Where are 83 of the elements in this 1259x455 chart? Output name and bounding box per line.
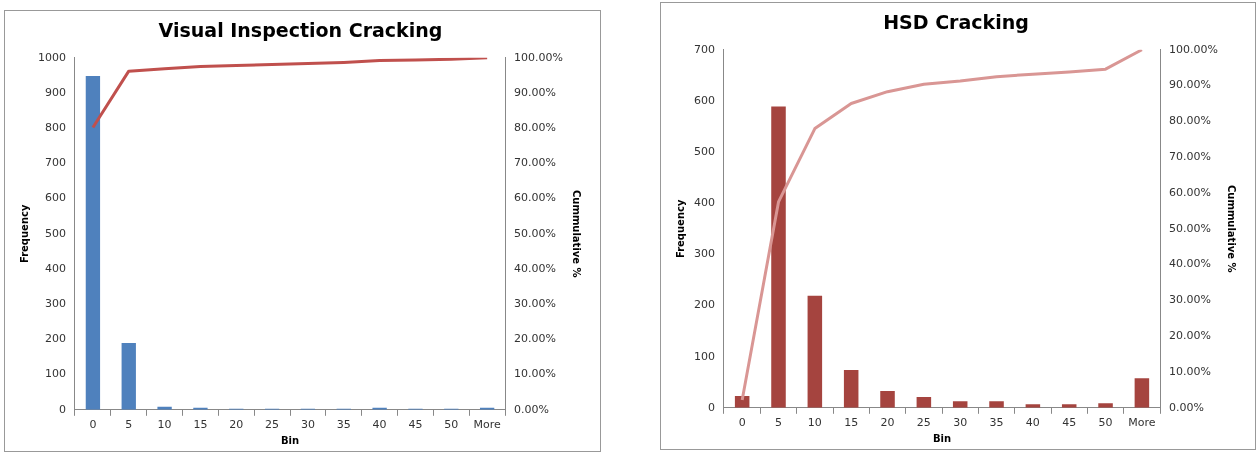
chart-title: HSD Cracking <box>883 11 1029 34</box>
x-tick-label: 30 <box>953 416 968 430</box>
x-axis-title: Bin <box>932 432 952 444</box>
y2-tick-label: 50.00% <box>1169 221 1212 235</box>
x-tick-label: 45 <box>1062 416 1077 430</box>
y-tick-label: 1000 <box>37 50 66 64</box>
bar <box>989 401 1004 408</box>
x-tick-label: 10 <box>157 418 172 432</box>
bar <box>85 76 101 410</box>
y-tick-label: 400 <box>44 261 66 275</box>
y2-tick-label: 80.00% <box>514 121 557 135</box>
x-tick-label: 10 <box>807 416 822 430</box>
bar <box>1134 378 1150 408</box>
y2-tick-label: 20.00% <box>514 332 557 346</box>
x-tick-label: More <box>1128 416 1156 430</box>
x-tick-label: 0 <box>738 416 746 430</box>
y2-tick-label: 70.00% <box>1169 150 1212 164</box>
y2-tick-label: 0.00% <box>1169 400 1205 414</box>
y2-tick-label: 90.00% <box>1169 78 1212 92</box>
y2-tick-label: 60.00% <box>514 191 557 205</box>
y2-tick-label: 10.00% <box>514 367 557 381</box>
y2-tick-label: 50.00% <box>514 226 557 240</box>
y-tick-label: 700 <box>44 156 66 170</box>
y-tick-label: 600 <box>694 93 715 107</box>
x-tick-label: 5 <box>775 416 782 430</box>
y2-tick-label: 90.00% <box>514 85 557 99</box>
bar <box>1098 403 1113 408</box>
y-axis-title: Frequency <box>18 204 30 264</box>
bar <box>121 342 136 410</box>
x-tick-label: 5 <box>125 418 133 432</box>
y2-tick-label: 30.00% <box>514 297 557 311</box>
y-tick-label: 300 <box>694 247 715 261</box>
y2-axis-title: Cummulative % <box>571 190 583 278</box>
y-axis-title: Frequency <box>674 199 686 259</box>
y-tick-label: 500 <box>694 144 715 158</box>
x-tick-label: 0 <box>89 418 97 432</box>
y2-tick-label: 80.00% <box>1169 114 1212 128</box>
x-tick-label: More <box>473 418 501 432</box>
y2-tick-label: 60.00% <box>1169 185 1212 199</box>
bar <box>916 397 932 408</box>
x-tick-label: 15 <box>844 416 859 430</box>
bar <box>880 390 895 408</box>
x-tick-label: 40 <box>1025 416 1040 430</box>
x-tick-label: 20 <box>229 418 244 432</box>
x-tick-label: 30 <box>300 418 315 432</box>
bar <box>771 106 786 408</box>
x-tick-label: 20 <box>880 416 895 430</box>
y2-tick-label: 40.00% <box>514 261 557 275</box>
y-tick-label: 200 <box>44 332 66 346</box>
chart-title: Visual Inspection Cracking <box>158 19 443 42</box>
x-tick-label: 45 <box>408 418 423 432</box>
y2-tick-label: 20.00% <box>1169 329 1212 343</box>
y-tick-label: 100 <box>694 349 715 363</box>
x-tick-label: 35 <box>989 416 1004 430</box>
y2-tick-label: 10.00% <box>1169 364 1212 378</box>
y-tick-label: 900 <box>44 85 66 99</box>
y-tick-label: 600 <box>44 191 66 205</box>
y-tick-label: 0 <box>58 402 66 416</box>
y2-tick-label: 100.00% <box>514 50 564 64</box>
y2-axis-title: Cummulative % <box>1226 185 1238 273</box>
y-tick-label: 800 <box>44 121 66 135</box>
y-tick-label: 100 <box>44 367 66 381</box>
bar <box>807 295 823 408</box>
y-tick-label: 300 <box>44 297 66 311</box>
y-tick-label: 200 <box>694 298 715 312</box>
y-tick-label: 700 <box>694 42 715 56</box>
x-tick-label: 50 <box>444 418 459 432</box>
x-tick-label: 25 <box>265 418 280 432</box>
y2-tick-label: 0.00% <box>514 402 550 416</box>
x-tick-label: 40 <box>372 418 387 432</box>
x-tick-label: 25 <box>916 416 931 430</box>
y-tick-label: 0 <box>708 400 715 414</box>
y2-tick-label: 30.00% <box>1169 293 1212 307</box>
y2-tick-label: 40.00% <box>1169 257 1212 271</box>
x-axis-title: Bin <box>280 434 300 446</box>
x-tick-label: 35 <box>336 418 351 432</box>
y2-tick-label: 100.00% <box>1169 42 1219 56</box>
y2-tick-label: 70.00% <box>514 156 557 170</box>
x-tick-label: 50 <box>1098 416 1113 430</box>
bar <box>843 369 859 408</box>
x-tick-label: 15 <box>193 418 208 432</box>
y-tick-label: 500 <box>44 226 66 240</box>
y-tick-label: 400 <box>694 196 715 210</box>
